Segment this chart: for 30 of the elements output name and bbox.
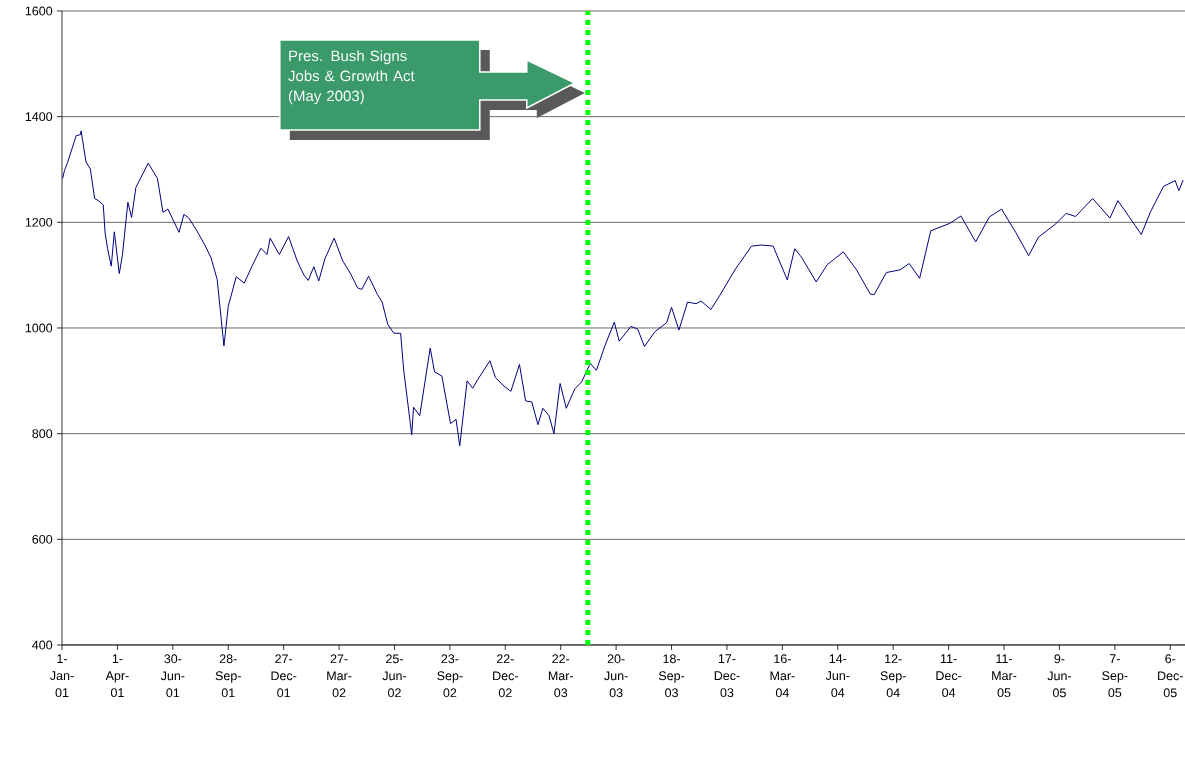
x-tick-label: 28-Sep-01 [215, 654, 241, 698]
y-tick-label: 1200 [25, 217, 53, 227]
x-tick-label: 20-Jun-03 [604, 654, 628, 698]
x-tick-label: 14-Jun-04 [825, 654, 850, 698]
x-tick-label: 12-Sep-04 [880, 654, 906, 698]
x-tick-label: 11-Mar-05 [992, 654, 1017, 698]
x-tick-label: 9-Jun-05 [1047, 654, 1072, 698]
x-tick-label: 6-Dec-05 [1158, 654, 1183, 698]
y-tick-label: 600 [32, 534, 53, 544]
x-tick-label: 16-Mar-04 [770, 654, 795, 698]
x-tick-label: 7-Sep-05 [1102, 654, 1128, 698]
line-series [62, 130, 1184, 447]
x-tick-label: 27-Mar-02 [327, 654, 352, 698]
y-tick-label: 1400 [25, 112, 53, 122]
x-tick-label: 22-Mar-03 [548, 654, 574, 698]
y-tick-label: 400 [32, 640, 53, 650]
x-tick-label: 30-Jun-01 [160, 654, 185, 698]
annotation: Pres. Bush Signs Jobs & Growth Act (May 2003) [288, 50, 415, 105]
x-tick-label: 1-Jan-01 [50, 654, 74, 698]
y-tick-label: 1600 [25, 6, 53, 16]
x-tick-label: 25-Jun-02 [382, 654, 407, 698]
x-tick-label: 18-Sep-03 [658, 654, 685, 698]
x-tick-label: 23-Sep-02 [437, 654, 463, 698]
y-tick-label: 1000 [25, 323, 53, 333]
x-tick-label: 11-Dec-04 [936, 654, 962, 698]
x-tick-label: 17-Dec-03 [714, 654, 740, 698]
y-tick-label: 800 [32, 429, 53, 439]
x-tick-label: 22-Dec-02 [493, 654, 518, 698]
x-tick-label: 27-Dec-01 [271, 654, 297, 698]
x-tick-label: 1-Apr-01 [105, 654, 129, 698]
